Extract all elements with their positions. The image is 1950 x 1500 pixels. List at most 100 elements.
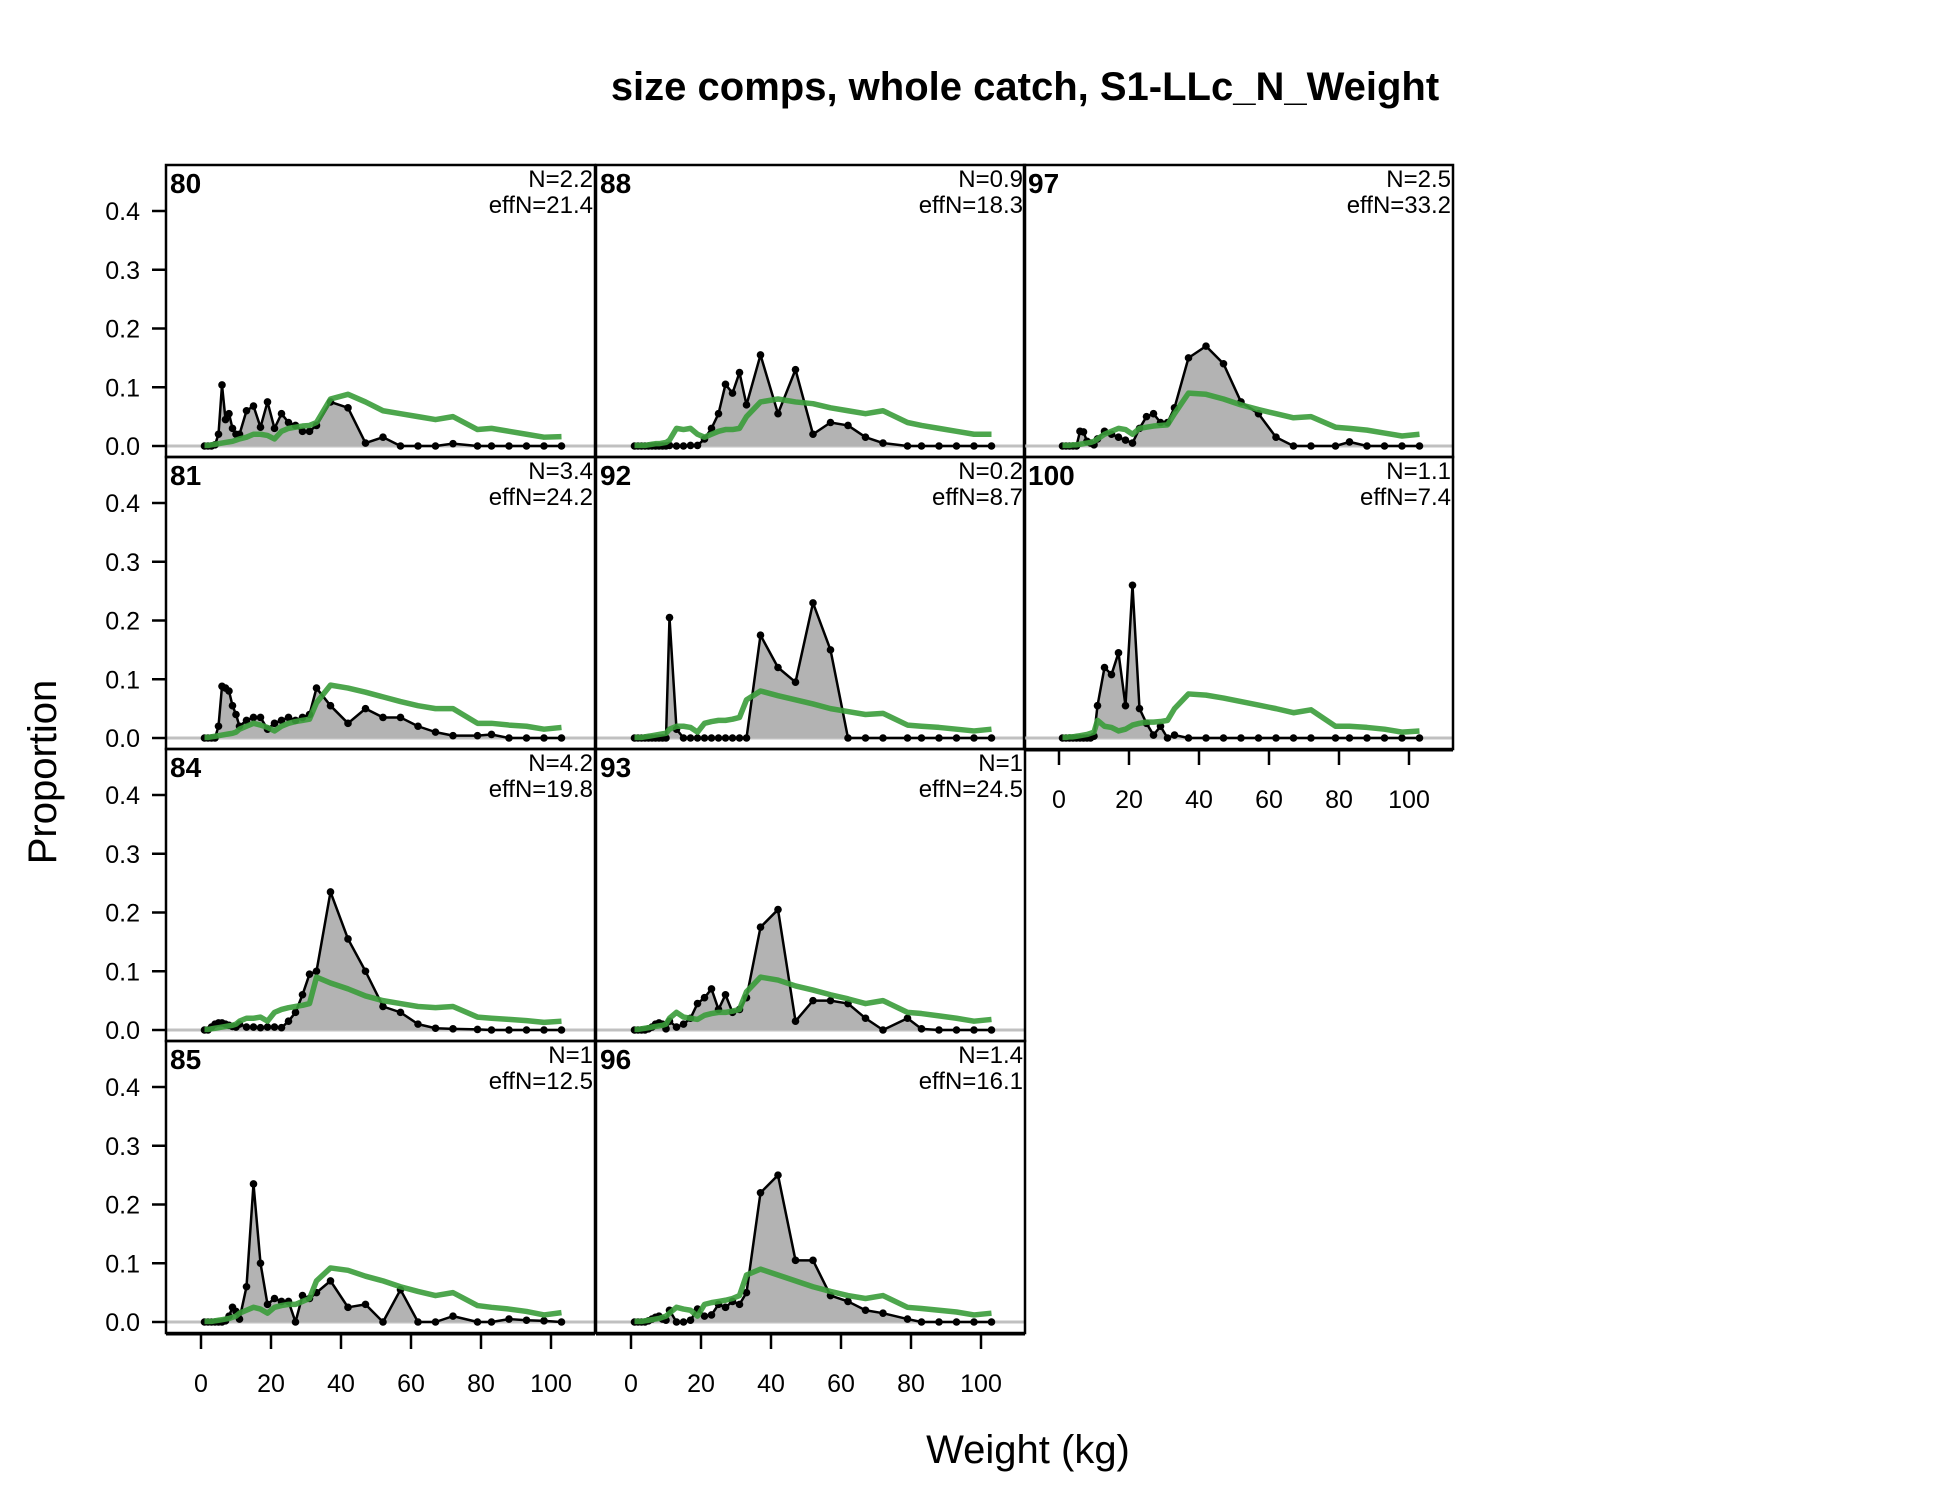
observed-point <box>312 684 321 692</box>
y-tick-label: 0.2 <box>105 1192 140 1220</box>
panel-label: 93 <box>600 752 631 783</box>
observed-point <box>1254 734 1263 742</box>
observed-point <box>861 1014 870 1023</box>
observed-point <box>879 734 887 742</box>
effn-label: effN=24.5 <box>919 776 1023 803</box>
x-tick-label: 80 <box>897 1370 925 1398</box>
observed-point <box>742 401 751 409</box>
n-label: N=2.2 <box>528 166 593 193</box>
observed-point <box>686 734 695 742</box>
observed-point <box>774 409 782 418</box>
observed-point <box>305 427 314 436</box>
observed-point <box>1100 663 1109 672</box>
observed-point <box>1202 734 1210 742</box>
observed-point <box>225 409 233 418</box>
observed-point <box>1121 436 1130 444</box>
observed-point <box>1121 701 1130 710</box>
observed-point <box>218 381 226 389</box>
observed-point <box>756 923 765 931</box>
observed-point <box>952 1318 961 1326</box>
expected-line <box>204 682 562 741</box>
observed-point <box>473 731 482 740</box>
observed-point <box>707 424 716 433</box>
observed-point <box>557 1026 566 1034</box>
observed-point <box>249 1180 258 1188</box>
observed-point <box>361 704 370 713</box>
observed-point <box>756 351 765 359</box>
observed-point <box>344 1303 352 1312</box>
x-tick-label: 80 <box>1325 786 1353 814</box>
observed-point <box>1128 439 1137 447</box>
observed-point <box>879 1309 887 1317</box>
observed-point <box>844 734 852 742</box>
observed-point <box>249 1023 258 1031</box>
y-tick-label: 0.2 <box>105 900 140 928</box>
y-tick-label: 0.4 <box>105 490 140 518</box>
observed-point <box>361 967 370 976</box>
n-label: N=0.9 <box>958 166 1023 193</box>
observed-point <box>225 687 233 695</box>
x-tick-label: 40 <box>327 1370 355 1398</box>
observed-point <box>686 1316 695 1325</box>
x-tick-label: 60 <box>397 1370 425 1398</box>
observed-point <box>774 905 782 914</box>
observed-area <box>634 602 992 738</box>
effn-label: effN=8.7 <box>932 484 1023 511</box>
observed-point <box>242 1023 251 1031</box>
observed-point <box>344 404 352 412</box>
observed-point <box>1079 428 1088 436</box>
observed-point <box>214 430 223 439</box>
observed-point <box>686 441 695 450</box>
observed-point <box>449 439 457 448</box>
y-tick-label: 0.3 <box>105 549 140 577</box>
observed-point <box>679 442 688 450</box>
observed-point <box>1163 734 1172 742</box>
observed-point <box>1149 409 1158 418</box>
observed-point <box>232 710 240 719</box>
y-tick-label: 0.4 <box>105 782 140 810</box>
y-tick-label: 0.3 <box>105 841 140 869</box>
observed-point <box>1363 442 1371 450</box>
x-tick-label: 100 <box>1388 786 1430 814</box>
observed-point <box>861 734 870 742</box>
observed-point <box>700 993 709 1002</box>
observed-point <box>879 1026 887 1034</box>
expected-line <box>634 396 992 449</box>
observed-point <box>700 1312 709 1320</box>
observed-point <box>449 1312 457 1320</box>
observed-point <box>774 1171 782 1179</box>
x-tick-label: 20 <box>687 1370 715 1398</box>
observed-point <box>935 1026 943 1034</box>
observed-point <box>1219 359 1228 368</box>
observed-point <box>305 970 314 978</box>
observed-point <box>721 990 730 999</box>
observed-point <box>1114 649 1123 657</box>
observed-area <box>1062 346 1420 446</box>
observed-area <box>634 354 992 446</box>
effn-label: effN=21.4 <box>489 192 593 219</box>
panel-label: 85 <box>170 1044 201 1075</box>
observed-point <box>379 433 387 441</box>
observed-point <box>270 1294 279 1303</box>
observed-point <box>242 716 251 725</box>
observed-point <box>1272 734 1280 742</box>
observed-point <box>707 985 716 993</box>
observed-point <box>277 716 286 725</box>
x-tick-label: 80 <box>467 1370 495 1398</box>
observed-point <box>522 442 531 450</box>
observed-point <box>970 1026 978 1034</box>
observed-point <box>270 424 279 433</box>
x-tick-label: 100 <box>960 1370 1002 1398</box>
observed-point <box>987 734 996 742</box>
expected-line <box>1062 390 1420 449</box>
observed-point <box>844 1297 852 1306</box>
observed-point <box>742 1288 751 1297</box>
observed-point <box>707 1311 716 1319</box>
y-tick-label: 0.3 <box>105 1133 140 1161</box>
observed-point <box>672 1023 681 1031</box>
observed-point <box>396 442 405 450</box>
